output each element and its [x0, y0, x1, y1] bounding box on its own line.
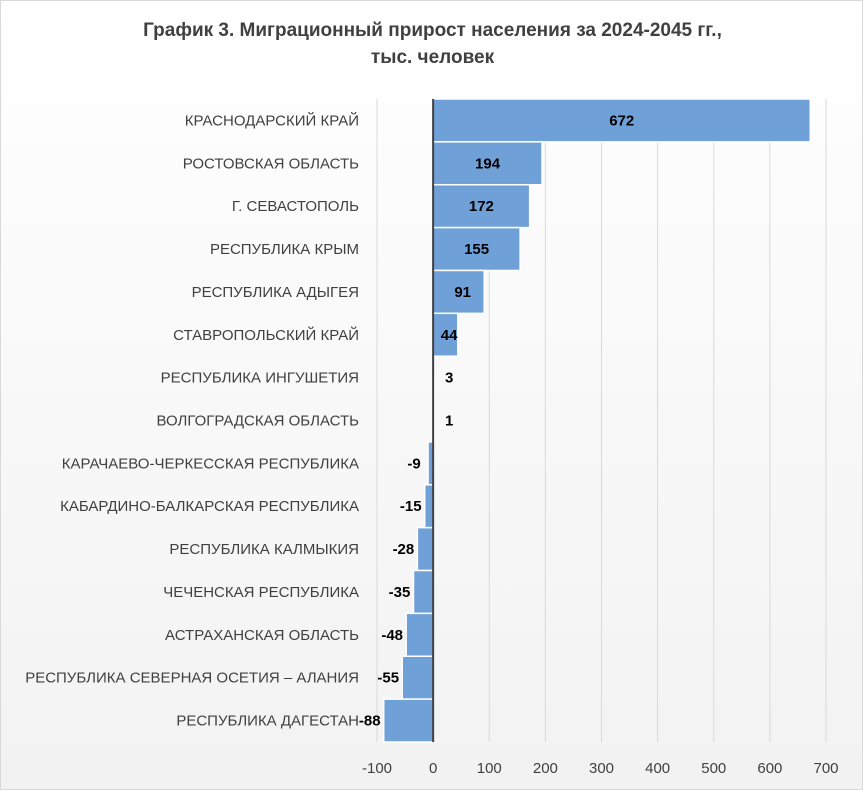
category-label: РЕСПУБЛИКА СЕВЕРНАЯ ОСЕТИЯ – АЛАНИЯ	[25, 670, 359, 687]
category-label: РЕСПУБЛИКА КАЛМЫКИЯ	[169, 541, 359, 558]
data-label: 672	[609, 112, 634, 129]
category-label: РЕСПУБЛИКА АДЫГЕЯ	[192, 284, 359, 301]
data-label: -35	[389, 584, 411, 601]
category-label: СТАВРОПОЛЬСКИЙ КРАЙ	[173, 326, 359, 344]
data-label: 44	[441, 327, 458, 344]
category-label: КАБАРДИНО-БАЛКАРСКАЯ РЕСПУБЛИКА	[60, 498, 359, 515]
data-label: 91	[454, 284, 471, 301]
category-label: РЕСПУБЛИКА КРЫМ	[210, 241, 359, 258]
data-label: 172	[469, 198, 494, 215]
category-label: АСТРАХАНСКАЯ ОБЛАСТЬ	[165, 627, 359, 644]
data-label: -9	[407, 455, 420, 472]
category-label: ЧЕЧЕНСКАЯ РЕСПУБЛИКА	[163, 584, 359, 601]
category-label: КАРАЧАЕВО-ЧЕРКЕССКАЯ РЕСПУБЛИКА	[62, 455, 359, 472]
bar	[432, 269, 485, 315]
category-label: Г. СЕВАСТОПОЛЬ	[232, 198, 359, 215]
chart-title-line-1: График 3. Миграционный прирост населения…	[143, 20, 722, 41]
category-label: КРАСНОДАРСКИЙ КРАЙ	[185, 111, 359, 129]
bar	[432, 312, 459, 357]
category-label: РОСТОВСКАЯ ОБЛАСТЬ	[183, 155, 359, 172]
category-label: РЕСПУБЛИКА ИНГУШЕТИЯ	[161, 370, 359, 387]
bar	[401, 655, 434, 700]
bar	[432, 98, 812, 143]
x-tick-label: 200	[533, 760, 558, 777]
data-label: -15	[400, 498, 422, 515]
bar	[405, 612, 434, 658]
data-label: 1	[445, 413, 453, 430]
bar	[432, 226, 521, 272]
x-tick-label: 400	[645, 760, 670, 777]
data-label: -48	[381, 627, 403, 644]
data-label: 155	[464, 241, 489, 258]
x-tick-label: 100	[477, 760, 502, 777]
x-tick-label: 0	[429, 760, 437, 777]
bar	[423, 484, 434, 529]
chart-title-line-2: тыс. человек	[370, 47, 495, 68]
data-label: 3	[445, 370, 453, 387]
category-label: ВОЛГОГРАДСКАЯ ОБЛАСТЬ	[156, 413, 359, 430]
x-tick-label: 700	[813, 760, 838, 777]
chart-title: График 3. Миграционный прирост населения…	[1, 17, 863, 71]
data-label: 194	[475, 155, 501, 172]
x-tick-label: 500	[701, 760, 726, 777]
bar	[432, 141, 543, 186]
category-label: РЕСПУБЛИКА ДАГЕСТАН	[176, 713, 359, 730]
data-label: -55	[377, 670, 399, 687]
x-tick-label: 600	[757, 760, 782, 777]
bar	[412, 569, 434, 615]
x-tick-label: 300	[589, 760, 614, 777]
x-tick-label: -100	[362, 760, 392, 777]
data-label: -28	[393, 541, 415, 558]
bar	[382, 698, 434, 743]
bar	[416, 526, 434, 572]
data-label: -88	[359, 713, 381, 730]
